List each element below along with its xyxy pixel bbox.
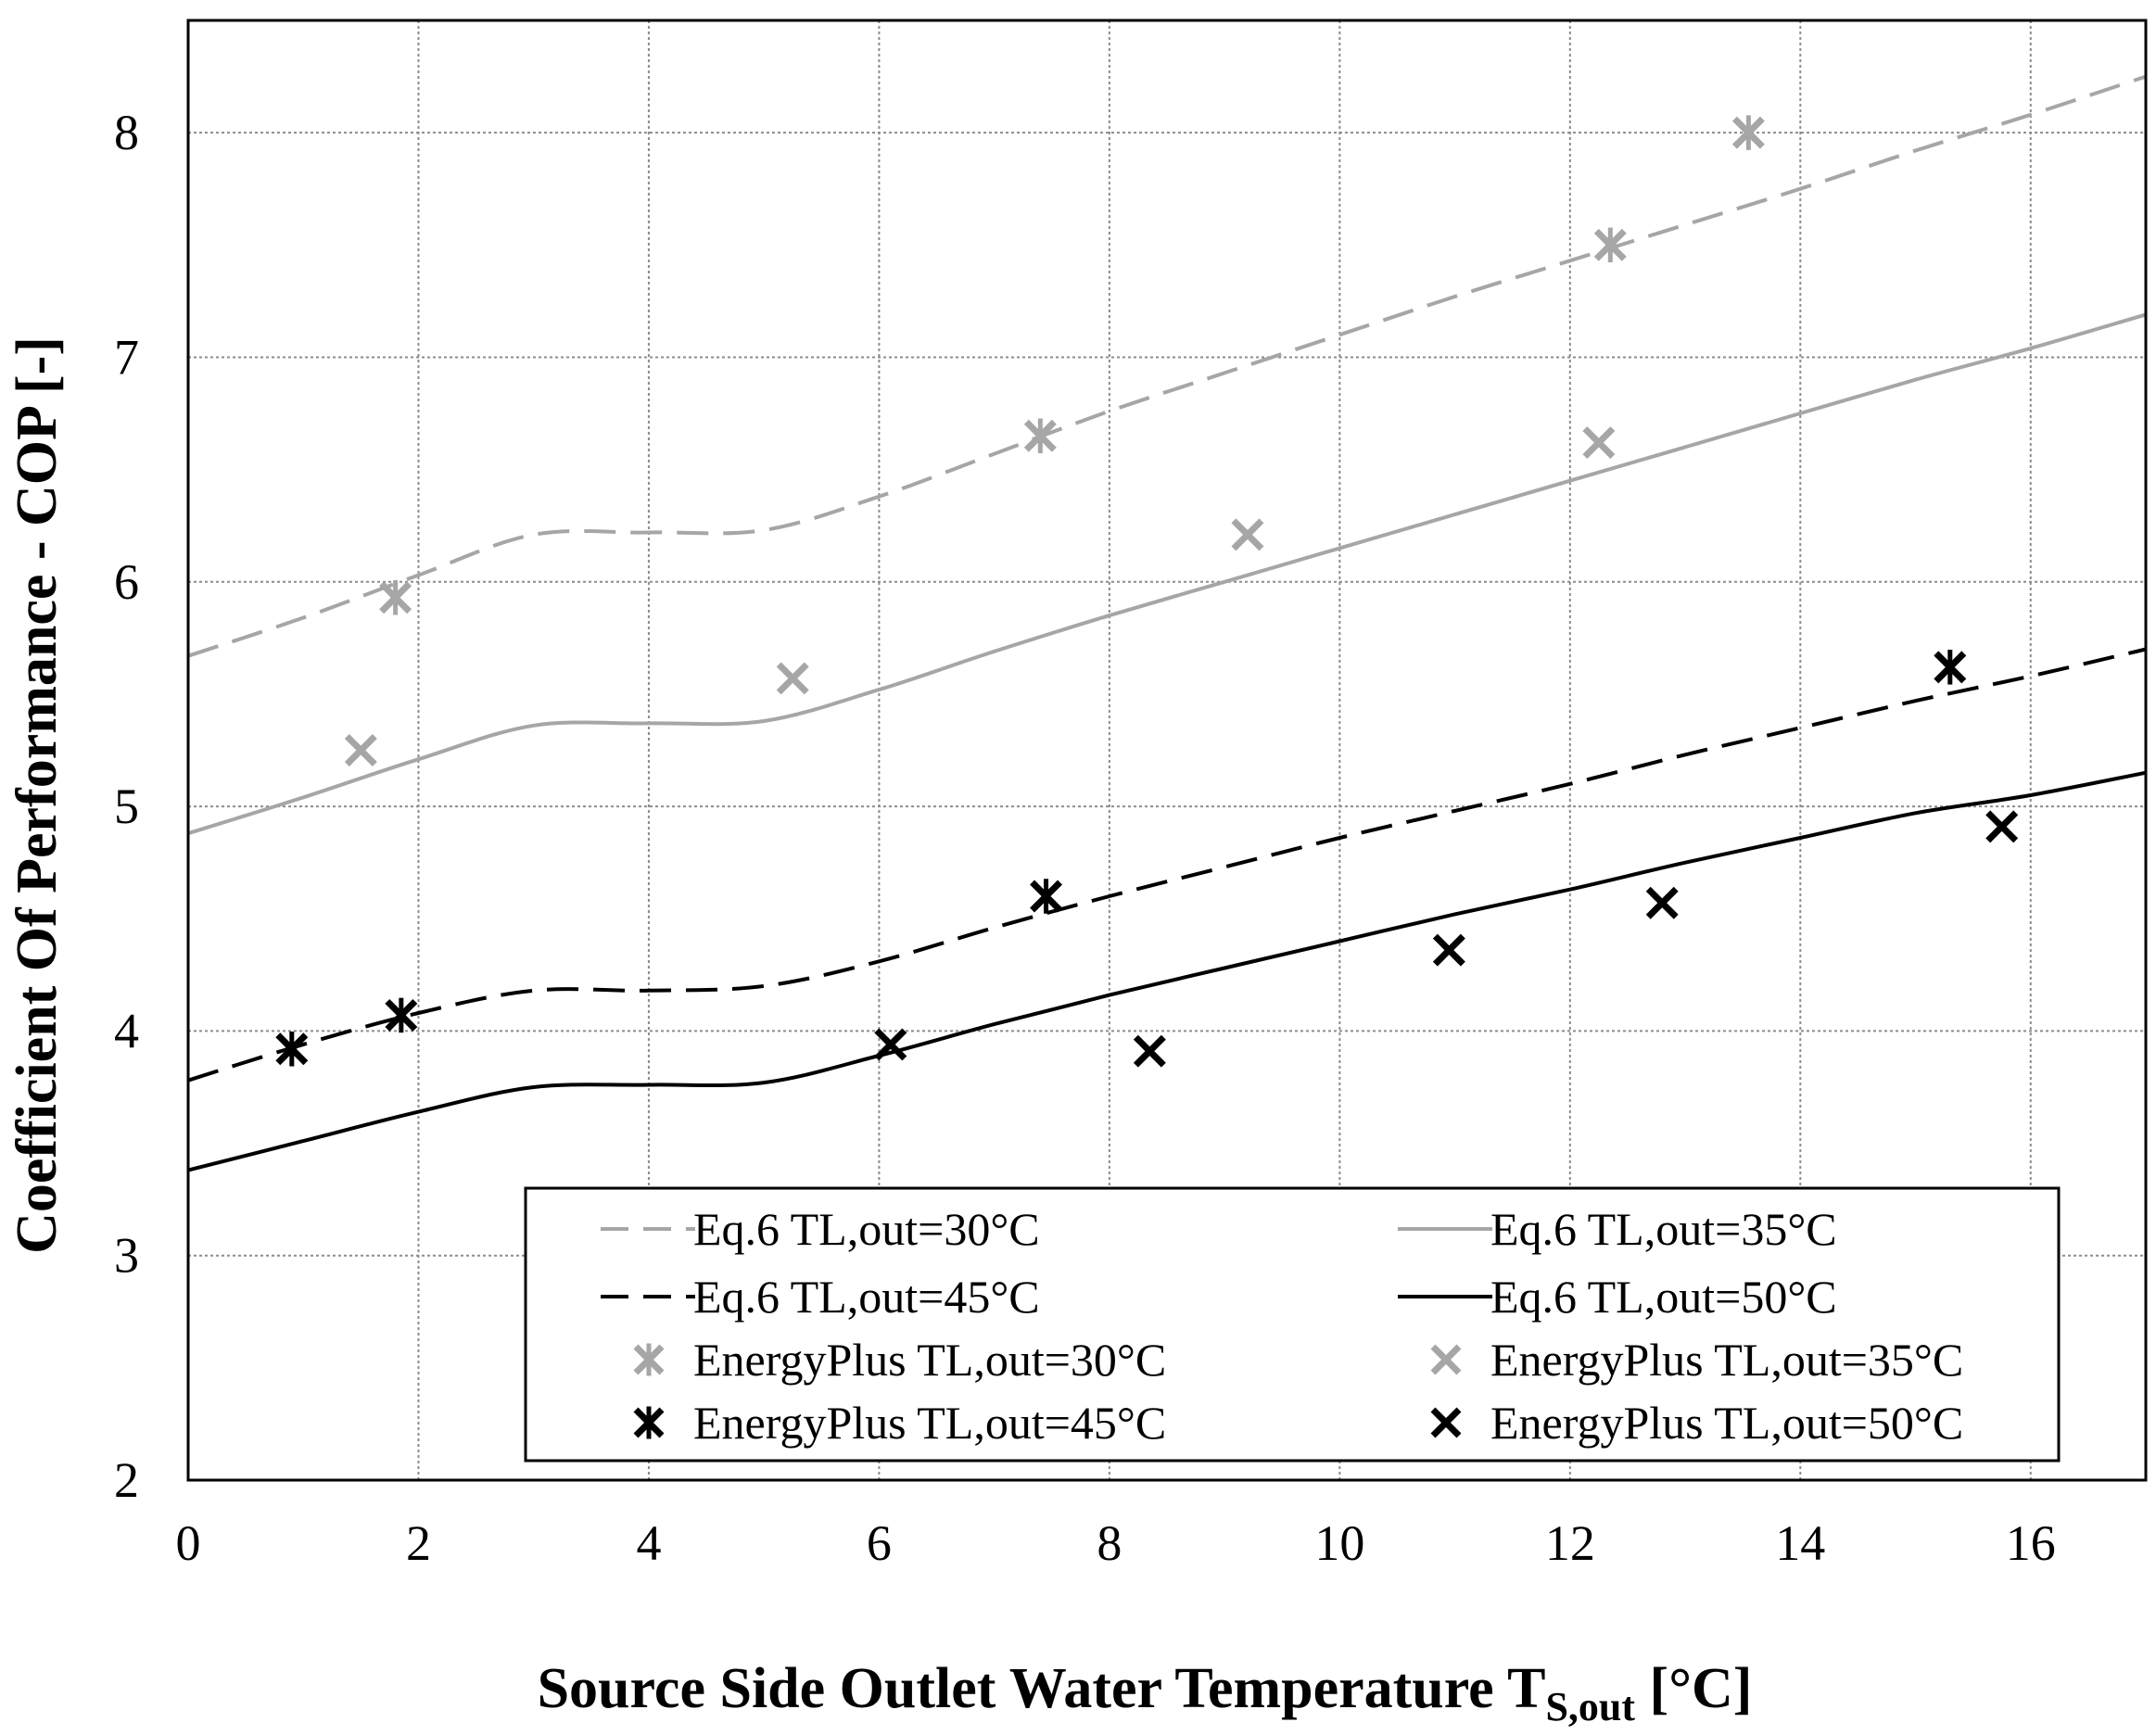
plot-area-frame — [186, 19, 2148, 1482]
x-tick-label-8: 8 — [1097, 1515, 1122, 1571]
series-line-1 — [187, 74, 2147, 658]
y-tick-label-7: 7 — [114, 329, 139, 385]
data-point-s6-3 — [1231, 518, 1264, 551]
series-line-4 — [187, 770, 2147, 1172]
legend-item-4: Eq.6 TL,out=50°C — [1398, 1271, 1837, 1323]
y-axis-title: Coefficient Of Performance - COP [-] — [6, 336, 69, 1254]
data-point-s8-2 — [1133, 1034, 1166, 1068]
y-axis-ticks: 2 3 4 5 6 7 8 — [114, 105, 139, 1508]
data-point-s6-2 — [776, 662, 809, 695]
legend-item-2: Eq.6 TL,out=35°C — [1398, 1203, 1837, 1255]
data-point-s6-4 — [1582, 426, 1616, 460]
legend-label-5: EnergyPlus TL,out=30°C — [693, 1334, 1166, 1386]
legend-label-4: Eq.6 TL,out=50°C — [1490, 1271, 1837, 1323]
x-tick-label-6: 6 — [867, 1515, 892, 1571]
x-tick-label-14: 14 — [1775, 1515, 1825, 1571]
legend: Eq.6 TL,out=30°C Eq.6 TL,out=35°C Eq.6 TL,… — [524, 1186, 2061, 1463]
legend-swatch-6 — [1430, 1344, 1462, 1375]
legend-item-8: EnergyPlus TL,out=50°C — [1430, 1397, 1963, 1449]
data-point-s8-1 — [874, 1028, 907, 1061]
series-line-2 — [187, 312, 2147, 836]
x-axis-title-unit: [°C] — [1635, 1657, 1752, 1720]
legend-items: Eq.6 TL,out=30°C Eq.6 TL,out=35°C Eq.6 TL,… — [601, 1203, 1963, 1449]
data-point-s7-3 — [1030, 879, 1063, 914]
legend-label-2: Eq.6 TL,out=35°C — [1490, 1203, 1837, 1255]
legend-label-3: Eq.6 TL,out=45°C — [693, 1271, 1040, 1323]
x-axis-title-subscript: S,out — [1545, 1684, 1635, 1729]
y-tick-label-8: 8 — [114, 105, 139, 160]
legend-swatch-5 — [633, 1343, 665, 1376]
x-tick-label-16: 16 — [2006, 1515, 2056, 1571]
legend-swatch-7 — [633, 1406, 665, 1439]
legend-item-6: EnergyPlus TL,out=35°C — [1430, 1334, 1963, 1386]
x-axis-title: Source Side Outlet Water Temperature TS,… — [538, 1657, 1753, 1729]
data-point-s8-4 — [1645, 886, 1679, 919]
data-point-s5-4 — [1731, 115, 1765, 150]
x-axis-title-main: Source Side Outlet Water Temperature T — [538, 1657, 1546, 1720]
y-tick-label-3: 3 — [114, 1228, 139, 1284]
legend-box — [524, 1186, 2061, 1463]
series-line-3 — [187, 647, 2147, 1083]
legend-item-5: EnergyPlus TL,out=30°C — [633, 1334, 1166, 1386]
data-point-s5-3 — [1593, 227, 1627, 263]
data-point-s6-1 — [344, 734, 377, 766]
legend-label-1: Eq.6 TL,out=30°C — [693, 1203, 1040, 1255]
y-tick-label-2: 2 — [114, 1452, 139, 1508]
data-point-s7-4 — [1934, 650, 1967, 685]
data-point-s8-5 — [1985, 810, 2019, 843]
series-markers — [275, 115, 2019, 1068]
legend-label-7: EnergyPlus TL,out=45°C — [693, 1397, 1166, 1449]
legend-item-3: Eq.6 TL,out=45°C — [601, 1271, 1040, 1323]
x-tick-label-10: 10 — [1314, 1515, 1364, 1571]
y-tick-label-5: 5 — [114, 779, 139, 834]
data-point-s5-2 — [1023, 418, 1057, 454]
data-point-s7-1 — [275, 1032, 309, 1067]
x-axis-ticks: 0 2 4 6 8 10 12 14 16 — [176, 1515, 2056, 1571]
x-tick-label-12: 12 — [1545, 1515, 1595, 1571]
data-point-s8-3 — [1432, 933, 1465, 967]
legend-label-6: EnergyPlus TL,out=35°C — [1490, 1334, 1963, 1386]
y-tick-label-6: 6 — [114, 554, 139, 610]
data-point-s7-2 — [385, 997, 418, 1033]
data-point-s5-1 — [379, 579, 412, 615]
legend-item-1: Eq.6 TL,out=30°C — [601, 1203, 1040, 1255]
x-tick-label-2: 2 — [406, 1515, 431, 1571]
y-tick-label-4: 4 — [114, 1003, 139, 1058]
x-tick-label-0: 0 — [176, 1515, 201, 1571]
x-tick-label-4: 4 — [636, 1515, 661, 1571]
series-lines — [187, 74, 2147, 1172]
legend-swatch-8 — [1430, 1407, 1462, 1438]
legend-item-7: EnergyPlus TL,out=45°C — [633, 1397, 1166, 1449]
legend-label-8: EnergyPlus TL,out=50°C — [1490, 1397, 1963, 1449]
